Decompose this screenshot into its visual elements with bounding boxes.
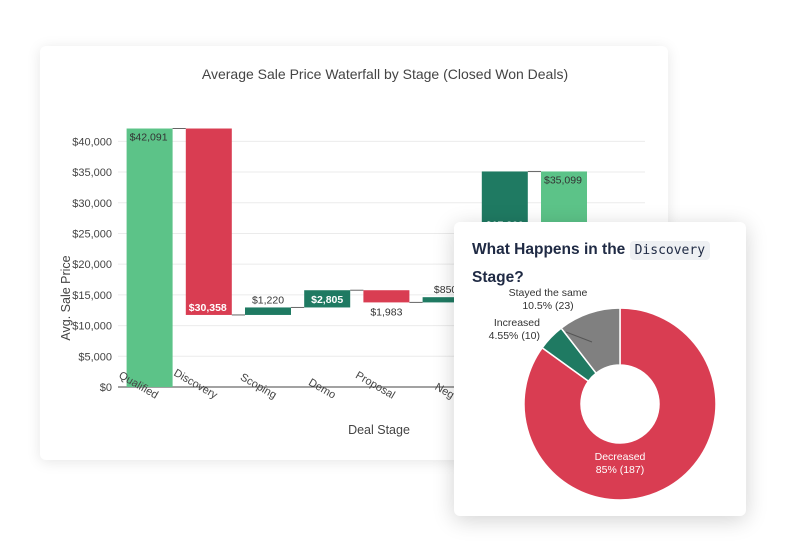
- waterfall-bar[interactable]: [422, 297, 469, 303]
- y-axis-label: Avg. Sale Price: [59, 255, 73, 340]
- y-tick-label: $10,000: [72, 321, 112, 333]
- waterfall-bar[interactable]: [126, 128, 173, 387]
- x-tick-label: Scoping: [238, 371, 278, 401]
- slice-percent-label: 4.55% (10): [489, 330, 540, 342]
- donut-title-prefix: What Happens in the: [472, 241, 630, 258]
- y-tick-label: $25,000: [72, 228, 112, 240]
- x-tick-label: Demo: [306, 377, 337, 402]
- waterfall-bar[interactable]: [245, 307, 291, 315]
- leader-line: [565, 331, 593, 343]
- y-tick-label: $40,000: [72, 136, 112, 148]
- donut-slice[interactable]: [560, 307, 621, 375]
- donut-title-stage-code: Discovery: [629, 241, 711, 260]
- data-label: $2,805: [311, 294, 343, 306]
- y-tick-label: $30,000: [72, 198, 112, 210]
- donut-slice[interactable]: [523, 307, 717, 501]
- y-tick-label: $15,000: [72, 290, 112, 302]
- chart-title: Average Sale Price Waterfall by Stage (C…: [202, 66, 568, 82]
- data-label: $1,983: [370, 306, 402, 318]
- y-tick-label: $5,000: [78, 351, 112, 363]
- slice-name-label: Stayed the same: [509, 287, 588, 299]
- data-label: $1,220: [252, 294, 284, 306]
- data-label: $850: [434, 284, 458, 296]
- data-label: $30,358: [189, 302, 227, 314]
- x-axis-label: Deal Stage: [348, 423, 410, 437]
- y-tick-label: $0: [100, 382, 112, 394]
- slice-name-label: Decreased: [595, 451, 646, 463]
- donut-title-suffix: Stage?: [472, 269, 524, 286]
- slice-percent-label: 10.5% (23): [522, 300, 573, 312]
- data-label: $35,099: [544, 174, 582, 186]
- x-tick-label: Discovery: [171, 367, 219, 402]
- donut-chart-card: What Happens in the Discovery Stage? Dec…: [454, 222, 746, 516]
- slice-percent-label: 85% (187): [596, 464, 644, 476]
- x-tick-label: Neg: [433, 381, 456, 401]
- y-tick-label: $35,000: [72, 167, 112, 179]
- waterfall-bar[interactable]: [304, 290, 351, 308]
- waterfall-bar[interactable]: [363, 290, 410, 303]
- waterfall-bar[interactable]: [185, 128, 232, 315]
- y-tick-label: $20,000: [72, 259, 112, 271]
- slice-name-label: Increased: [494, 317, 540, 329]
- x-tick-label: Proposal: [353, 369, 397, 401]
- donut-title: What Happens in the Discovery Stage?: [472, 236, 734, 291]
- data-label: $42,091: [130, 132, 168, 144]
